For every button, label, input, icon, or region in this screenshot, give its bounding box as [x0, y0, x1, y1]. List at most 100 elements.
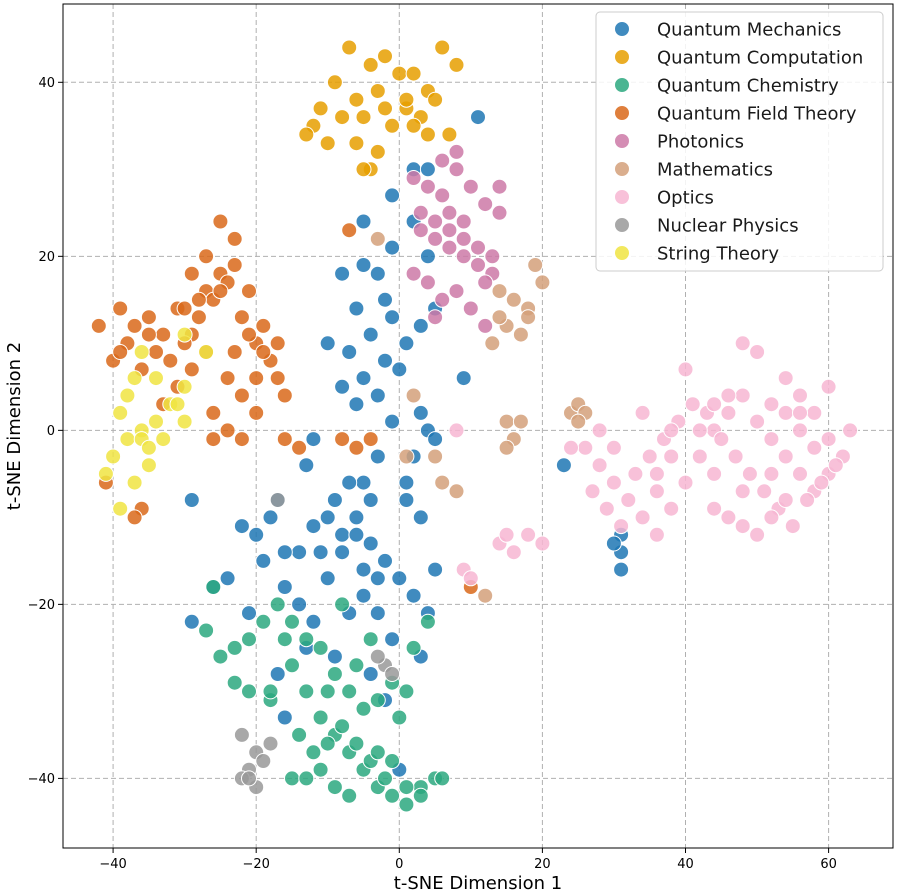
data-point [248, 404, 265, 421]
data-point [341, 787, 358, 804]
data-point [498, 526, 515, 543]
data-point [405, 587, 422, 604]
data-point [341, 344, 358, 360]
legend-marker [614, 217, 630, 233]
data-point [284, 657, 300, 674]
data-point [241, 605, 257, 622]
data-point [334, 544, 351, 561]
data-point [355, 109, 372, 126]
data-point [190, 291, 207, 308]
data-point [749, 413, 766, 430]
y-tick-label: 40 [38, 76, 55, 91]
data-point [391, 709, 408, 726]
series-mathematics [369, 230, 594, 604]
data-point [398, 335, 415, 352]
data-point [255, 344, 272, 360]
axis-ticks: −40 −20 0 20 40 60 −40 −20 0 20 40 [28, 76, 837, 872]
y-tick-label: 0 [47, 424, 55, 439]
data-point [369, 83, 386, 99]
data-point [112, 404, 129, 421]
data-point [605, 535, 622, 552]
data-point [183, 265, 200, 282]
data-point [441, 126, 458, 143]
data-point [176, 300, 193, 317]
data-point [455, 248, 472, 265]
data-point [334, 109, 351, 126]
data-point [663, 500, 680, 517]
data-point [605, 439, 622, 456]
y-tick-label: −40 [28, 772, 55, 787]
data-point [448, 283, 465, 300]
data-point [148, 344, 164, 360]
data-point [205, 579, 222, 595]
data-point [820, 431, 837, 448]
data-point [777, 448, 794, 465]
data-point [520, 309, 537, 326]
data-point [792, 404, 808, 421]
data-point [140, 439, 157, 456]
data-point [419, 248, 436, 265]
data-point [140, 309, 157, 326]
data-point [634, 404, 651, 421]
data-point [262, 683, 279, 700]
data-point [334, 526, 351, 543]
data-point [527, 257, 544, 273]
data-point [341, 222, 358, 239]
data-point [498, 413, 515, 430]
data-point [319, 735, 336, 752]
data-point [255, 613, 272, 630]
data-point [384, 753, 401, 769]
data-point [241, 683, 257, 700]
data-point [727, 448, 744, 465]
series-quantum-mechanics [183, 109, 630, 778]
data-point [384, 239, 401, 256]
data-point [405, 639, 422, 656]
legend: Quantum Mechanics Quantum Computation Quan… [595, 11, 884, 272]
data-point [276, 631, 293, 648]
data-point [362, 666, 379, 682]
data-point [448, 143, 465, 160]
legend-label: Quantum Chemistry [657, 76, 839, 97]
data-point [298, 770, 315, 787]
data-point [455, 213, 472, 230]
legend-label: Photonics [657, 132, 744, 153]
x-tick-label: −40 [99, 857, 126, 872]
legend-marker [614, 133, 630, 149]
data-point [441, 239, 458, 256]
data-point [155, 431, 172, 448]
legend-marker [614, 189, 630, 205]
data-point [369, 448, 386, 465]
data-point [205, 404, 222, 421]
data-point [419, 161, 436, 178]
data-point [334, 265, 351, 282]
data-point [326, 666, 343, 682]
data-point [219, 422, 236, 439]
data-point [355, 561, 372, 578]
data-point [806, 439, 823, 456]
data-point [412, 787, 429, 804]
legend-label: Nuclear Physics [657, 216, 799, 237]
data-point [341, 683, 358, 700]
data-point [412, 204, 429, 221]
data-point [298, 631, 315, 648]
data-point [634, 509, 651, 526]
x-tick-label: 40 [677, 857, 694, 872]
data-point [842, 422, 859, 439]
data-point [534, 274, 551, 291]
data-point [677, 474, 694, 491]
data-point [233, 431, 250, 448]
legend-label: Quantum Mechanics [657, 20, 841, 41]
data-point [312, 709, 329, 726]
data-point [369, 648, 386, 665]
data-point [405, 387, 422, 404]
data-point [763, 465, 780, 482]
legend-marker [614, 105, 630, 121]
data-point [427, 91, 444, 108]
data-point [577, 439, 594, 456]
data-point [212, 213, 229, 230]
data-point [90, 317, 107, 334]
data-point [427, 309, 444, 326]
data-point [97, 465, 114, 482]
data-point [126, 474, 143, 491]
data-point [183, 613, 200, 630]
